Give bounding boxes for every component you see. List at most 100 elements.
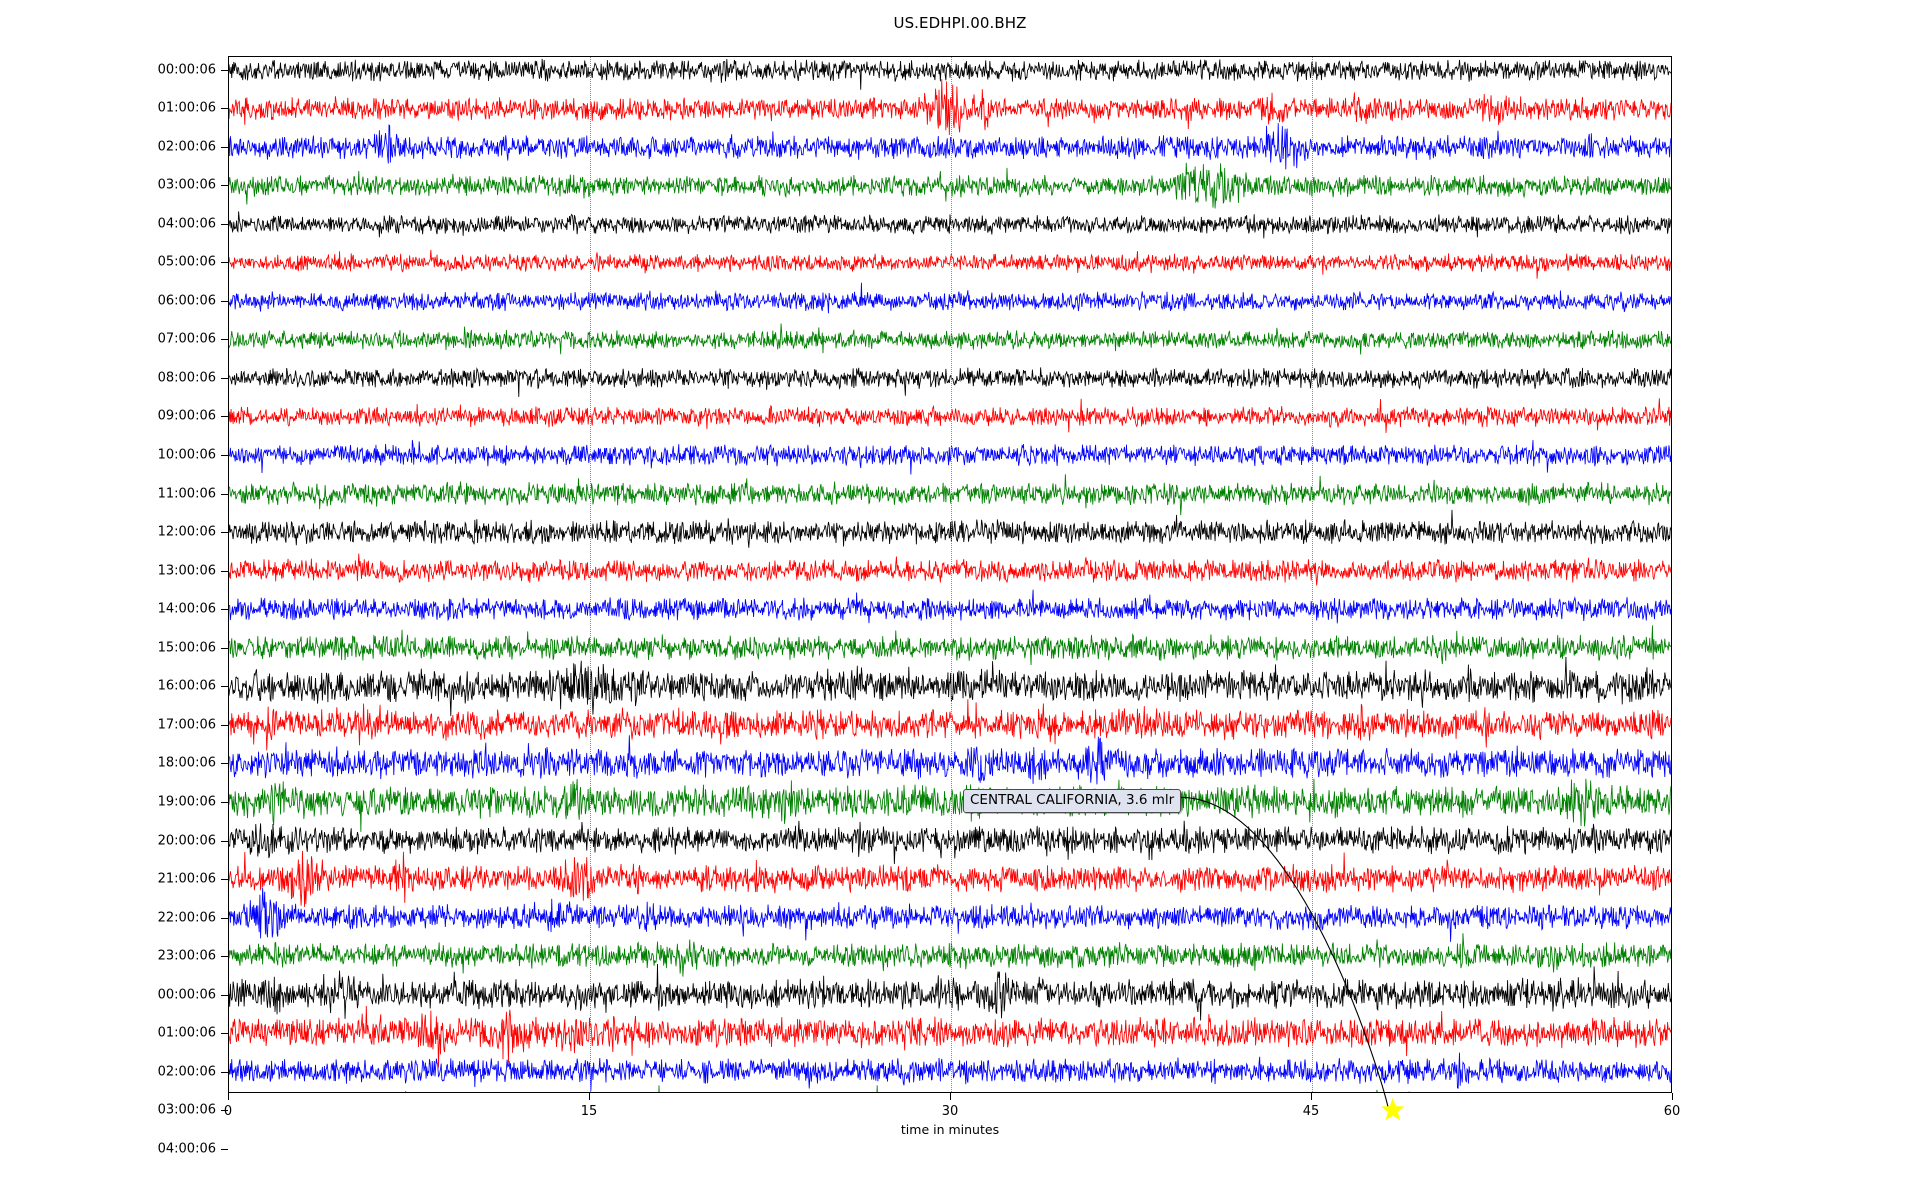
trace-line bbox=[229, 851, 1671, 907]
y-tick-label: 01:00:06 bbox=[157, 1025, 216, 1041]
y-tick-mark bbox=[221, 377, 228, 379]
y-tick-label: 07:00:06 bbox=[157, 331, 216, 347]
y-tick-mark bbox=[221, 609, 228, 611]
y-tick-mark bbox=[221, 300, 228, 302]
trace-line bbox=[229, 657, 1671, 716]
y-tick-mark bbox=[221, 532, 228, 534]
y-tick-label: 00:00:06 bbox=[157, 987, 216, 1003]
y-tick-mark bbox=[221, 647, 228, 649]
gridline-vertical bbox=[1312, 57, 1313, 1092]
x-tick-mark bbox=[1672, 1093, 1673, 1100]
trace-line bbox=[229, 735, 1671, 784]
y-tick-mark bbox=[221, 879, 228, 881]
trace-line bbox=[229, 821, 1671, 864]
y-tick-mark bbox=[221, 339, 228, 341]
y-tick-mark bbox=[221, 223, 228, 225]
trace-line bbox=[229, 590, 1671, 624]
y-tick-mark bbox=[221, 1071, 228, 1073]
y-tick-label: 02:00:06 bbox=[157, 1064, 216, 1080]
y-tick-mark bbox=[221, 455, 228, 456]
trace-line bbox=[229, 474, 1671, 515]
y-tick-label: 03:00:06 bbox=[157, 177, 216, 193]
trace-line bbox=[229, 79, 1671, 135]
y-tick-label: 22:00:06 bbox=[157, 910, 216, 926]
y-tick-mark bbox=[221, 1110, 228, 1112]
y-tick-label: 13:00:06 bbox=[157, 563, 216, 579]
y-tick-label: 16:00:06 bbox=[157, 678, 216, 694]
trace-line bbox=[229, 964, 1671, 1020]
y-tick-mark bbox=[221, 1033, 228, 1035]
trace-line bbox=[229, 163, 1671, 209]
y-tick-label: 08:00:06 bbox=[157, 370, 216, 386]
y-tick-mark bbox=[221, 108, 228, 110]
trace-line bbox=[229, 933, 1671, 976]
trace-line bbox=[229, 1085, 1438, 1092]
y-tick-label: 20:00:06 bbox=[157, 833, 216, 848]
trace-line bbox=[229, 440, 1671, 474]
y-tick-label: 04:00:06 bbox=[157, 1141, 216, 1157]
trace-line bbox=[229, 250, 1671, 279]
trace-line bbox=[229, 59, 1671, 90]
trace-line bbox=[229, 779, 1671, 832]
trace-line bbox=[229, 324, 1671, 355]
y-tick-mark bbox=[221, 1148, 228, 1150]
waveform-traces bbox=[229, 57, 1671, 1092]
trace-line bbox=[229, 510, 1671, 548]
y-tick-mark bbox=[221, 956, 228, 958]
y-tick-mark bbox=[221, 724, 228, 726]
y-tick-mark bbox=[221, 493, 228, 495]
y-tick-label: 11:00:06 bbox=[157, 486, 216, 502]
x-tick-label: 30 bbox=[941, 1104, 959, 1119]
y-tick-mark bbox=[221, 262, 228, 264]
y-tick-label: 02:00:06 bbox=[157, 139, 216, 155]
gridline-vertical bbox=[951, 57, 952, 1092]
y-tick-label: 17:00:06 bbox=[157, 717, 216, 733]
y-tick-label: 19:00:06 bbox=[157, 794, 216, 810]
x-tick-label: 15 bbox=[580, 1104, 598, 1119]
x-tick-mark bbox=[1311, 1093, 1312, 1100]
y-tick-mark bbox=[221, 840, 228, 842]
x-axis-label: time in minutes bbox=[900, 1122, 1000, 1137]
y-tick-mark bbox=[221, 185, 228, 187]
trace-line bbox=[229, 1006, 1671, 1068]
trace-line bbox=[229, 699, 1671, 750]
x-tick-mark bbox=[950, 1093, 951, 1100]
y-tick-label: 23:00:06 bbox=[157, 948, 216, 964]
x-tick-mark bbox=[589, 1093, 590, 1100]
y-tick-label: 04:00:06 bbox=[157, 216, 216, 232]
trace-line bbox=[229, 1053, 1671, 1091]
trace-line bbox=[229, 123, 1671, 169]
y-tick-mark bbox=[221, 570, 228, 572]
y-tick-label: 18:00:06 bbox=[157, 755, 216, 771]
y-tick-mark bbox=[221, 763, 228, 765]
x-tick-label: 0 bbox=[223, 1104, 233, 1119]
trace-line bbox=[229, 398, 1671, 433]
gridline-vertical bbox=[590, 57, 591, 1092]
y-tick-label: 12:00:06 bbox=[157, 524, 216, 540]
event-annotation-label: CENTRAL CALIFORNIA, 3.6 mlr bbox=[963, 789, 1182, 813]
y-tick-mark bbox=[221, 994, 228, 996]
y-tick-label: 01:00:06 bbox=[157, 100, 216, 116]
earthquake-star-marker bbox=[1381, 1097, 1405, 1121]
x-tick-label: 45 bbox=[1302, 1104, 1320, 1119]
y-tick-label: 14:00:06 bbox=[157, 601, 216, 617]
y-tick-label: 09:00:06 bbox=[157, 408, 216, 424]
x-tick-label: 60 bbox=[1663, 1104, 1681, 1119]
trace-line bbox=[229, 554, 1671, 586]
y-tick-label: 00:00:06 bbox=[157, 62, 216, 77]
y-tick-mark bbox=[221, 69, 228, 71]
y-tick-label: 06:00:06 bbox=[157, 293, 216, 309]
y-tick-mark bbox=[221, 686, 228, 688]
trace-line bbox=[229, 283, 1671, 314]
y-tick-label: 03:00:06 bbox=[157, 1102, 216, 1118]
trace-line bbox=[229, 625, 1671, 665]
y-tick-mark bbox=[221, 146, 228, 148]
y-tick-mark bbox=[221, 416, 228, 418]
trace-line bbox=[229, 888, 1671, 942]
y-tick-mark bbox=[221, 917, 228, 919]
trace-line bbox=[229, 367, 1671, 396]
y-tick-mark bbox=[221, 801, 228, 803]
page-title: US.EDHPI.00.BHZ bbox=[893, 14, 1027, 32]
y-tick-label: 05:00:06 bbox=[157, 254, 216, 270]
